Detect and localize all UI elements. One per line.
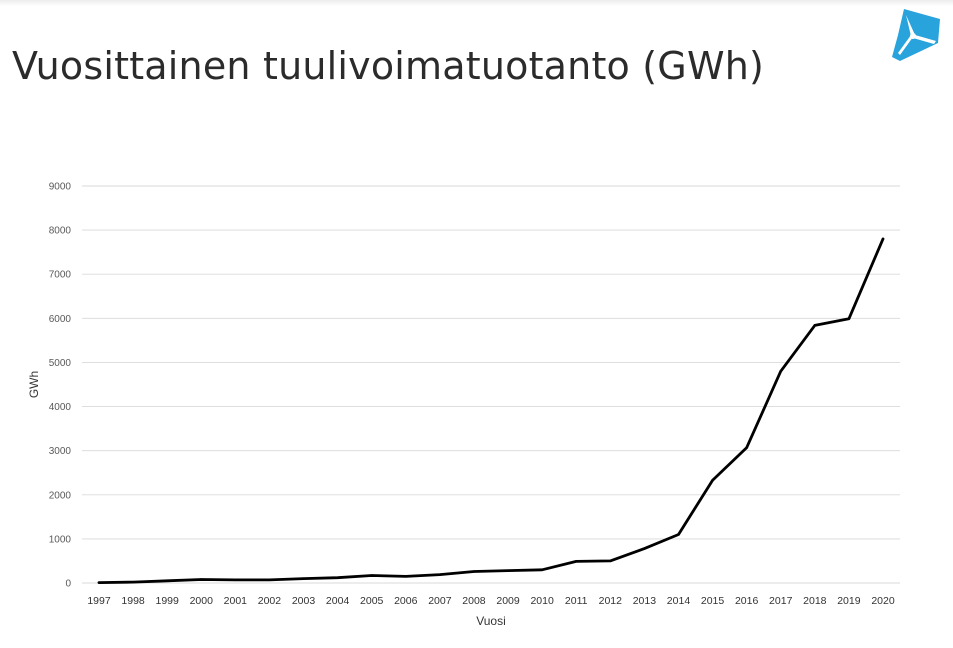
x-tick-label: 2020 <box>871 595 895 607</box>
data-point <box>302 577 305 580</box>
x-tick-label: 2015 <box>701 595 725 607</box>
x-tick-label: 2013 <box>633 595 657 607</box>
y-axis-title: GWh <box>27 371 41 398</box>
x-axis-title: Vuosi <box>476 614 506 628</box>
x-tick-label: 2017 <box>769 595 793 607</box>
x-tick-label: 2002 <box>258 595 282 607</box>
y-tick-label: 0 <box>65 579 71 590</box>
data-point <box>677 533 680 536</box>
x-tick-label: 1997 <box>87 595 111 607</box>
x-tick-label: 1999 <box>155 595 179 607</box>
data-point <box>234 578 237 582</box>
data-point <box>438 573 442 576</box>
data-point <box>506 569 510 572</box>
data-point <box>200 578 203 581</box>
x-tick-label: 2004 <box>326 595 350 607</box>
data-point <box>779 370 782 373</box>
data-point <box>268 578 271 582</box>
x-tick-label: 1998 <box>121 595 145 607</box>
x-tick-label: 2005 <box>360 595 384 607</box>
x-tick-label: 2000 <box>190 595 214 607</box>
data-point <box>336 576 339 579</box>
data-point <box>404 575 407 578</box>
data-point <box>745 446 748 449</box>
x-tick-label: 2018 <box>803 595 827 607</box>
y-tick-label: 1000 <box>49 534 72 545</box>
x-tick-label: 2006 <box>394 595 418 607</box>
data-point <box>540 568 544 571</box>
x-tick-label: 2011 <box>565 595 588 607</box>
y-tick-label: 8000 <box>49 226 72 237</box>
data-point <box>881 237 885 241</box>
x-tick-label: 2007 <box>428 595 452 607</box>
data-point <box>643 547 646 550</box>
data-point <box>813 324 817 327</box>
x-tick-label: 2009 <box>496 595 520 607</box>
x-tick-label: 2012 <box>599 595 623 607</box>
y-tick-label: 4000 <box>49 402 72 413</box>
slide-title: Vuosittainen tuulivoimatuotanto (GWh) <box>12 44 765 88</box>
y-tick-label: 3000 <box>49 446 72 457</box>
data-point <box>370 574 373 577</box>
data-point <box>97 581 101 584</box>
data-point <box>711 479 714 482</box>
y-tick-label: 6000 <box>49 314 72 325</box>
data-point <box>131 580 135 584</box>
y-tick-label: 2000 <box>49 490 72 501</box>
x-tick-label: 2014 <box>667 595 691 607</box>
y-tick-label: 9000 <box>49 182 72 193</box>
y-tick-label: 5000 <box>49 358 72 369</box>
x-tick-label: 2019 <box>837 595 861 607</box>
data-point <box>165 579 169 582</box>
series-line <box>97 237 885 584</box>
data-point <box>609 559 612 563</box>
x-tick-label: 2010 <box>530 595 554 607</box>
x-tick-label: 2003 <box>292 595 316 607</box>
x-tick-label: 2001 <box>224 595 248 607</box>
data-point <box>847 317 851 320</box>
data-point <box>472 570 476 573</box>
x-tick-label: 2008 <box>462 595 486 607</box>
data-point <box>575 560 578 563</box>
x-tick-label: 2016 <box>735 595 759 607</box>
top-strip <box>0 0 953 6</box>
y-tick-label: 7000 <box>49 270 72 281</box>
wind-turbine-logo-icon <box>892 9 940 61</box>
